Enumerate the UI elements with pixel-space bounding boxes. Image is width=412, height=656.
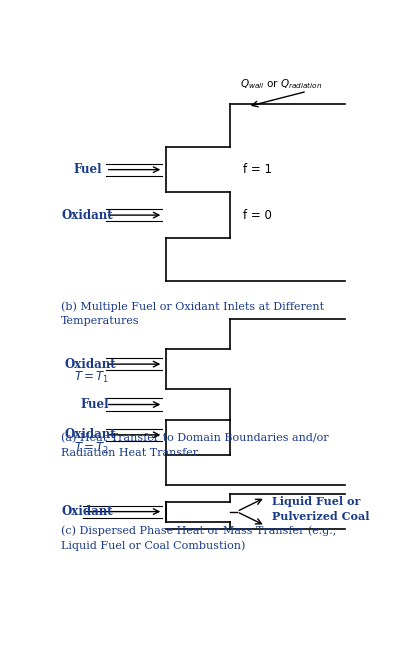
Text: Fuel: Fuel — [80, 398, 109, 411]
Text: $Q_{wall}$ or $Q_{radiation}$: $Q_{wall}$ or $Q_{radiation}$ — [240, 77, 322, 91]
Text: Oxidant: Oxidant — [64, 358, 116, 371]
Text: Fuel: Fuel — [74, 163, 102, 176]
Text: (c) Dispersed Phase Heat or Mass Transfer (e.g.,
Liquid Fuel or Coal Combustion): (c) Dispersed Phase Heat or Mass Transfe… — [61, 525, 336, 551]
Text: (b) Multiple Fuel or Oxidant Inlets at Different
Temperatures: (b) Multiple Fuel or Oxidant Inlets at D… — [61, 301, 324, 325]
Text: Oxidant: Oxidant — [61, 505, 113, 518]
Text: (a) Heat Transfer to Domain Boundaries and/or
Radiation Heat Transfer: (a) Heat Transfer to Domain Boundaries a… — [61, 434, 329, 458]
Text: Liquid Fuel or
Pulverized Coal: Liquid Fuel or Pulverized Coal — [272, 496, 369, 522]
Text: Oxidant: Oxidant — [64, 428, 116, 441]
Text: f = 0: f = 0 — [243, 209, 272, 222]
Text: Oxidant: Oxidant — [61, 209, 113, 222]
Text: f = 1: f = 1 — [243, 163, 272, 176]
Text: $T = T_2$: $T = T_2$ — [74, 441, 109, 456]
Text: $T = T_1$: $T = T_1$ — [74, 370, 109, 385]
